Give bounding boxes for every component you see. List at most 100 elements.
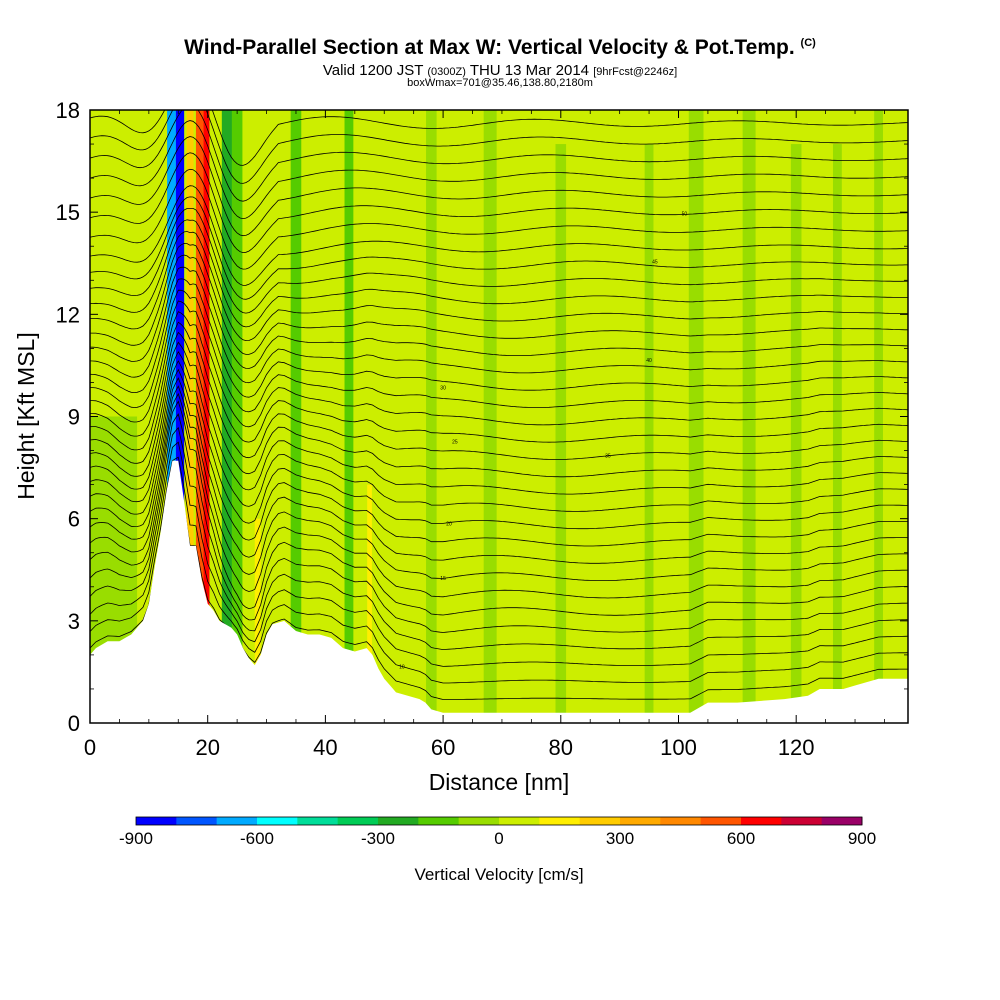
copyright-mark: (C): [800, 37, 816, 49]
x-axis-label: Distance [nm]: [429, 769, 570, 795]
contour-label: 50: [682, 212, 688, 218]
theta-contour: [90, 392, 908, 599]
colorbar-segment: [539, 817, 581, 825]
valid-date: THU 13 Mar 2014: [469, 62, 590, 79]
theta-contour: [90, 136, 908, 237]
w-feature: [832, 144, 842, 723]
colorbar-segment: [781, 817, 823, 825]
colorbar-segment: [216, 817, 258, 825]
theta-contour: [90, 242, 908, 355]
colorbar-tick-label: -300: [361, 829, 395, 848]
w-feature: [426, 110, 437, 723]
theta-contour: [90, 441, 908, 667]
theta-contour: [90, 208, 908, 314]
w-feature: [483, 110, 497, 723]
theta-contour: [90, 311, 908, 443]
colorbar-segment: [418, 817, 460, 825]
contour-label: 20: [446, 521, 452, 527]
contour-label: 10: [399, 665, 405, 671]
theta-contour: [90, 400, 908, 616]
theta-contour: [90, 331, 908, 478]
valid-prefix: Valid 1200 JST: [322, 62, 424, 79]
contour-label: 30: [440, 385, 446, 391]
theta-contour: [90, 377, 908, 564]
axes: 0 20 40 60 80 100 120 0 3 6 9 12 15 18: [56, 98, 908, 760]
colorbar-segment: [579, 817, 621, 825]
theta-contour: [90, 341, 908, 495]
theta-contour: [90, 110, 908, 166]
colorbar-tick-label: 300: [606, 829, 634, 848]
box-info: boxWmax=701@35.46,138.80,2180m: [407, 77, 593, 89]
colorbar-segment: [700, 817, 742, 825]
x-tick-label: 80: [549, 735, 573, 760]
contour-label: 35: [605, 453, 611, 459]
theta-contour: [90, 350, 908, 512]
colorbar-tick-label: 600: [727, 829, 755, 848]
plot-area: 10 15 20 25 30 35 40 45 50: [90, 110, 908, 723]
y-tick-label: 9: [68, 405, 80, 430]
colorbar-label: Vertical Velocity [cm/s]: [414, 865, 583, 884]
theta-contour: [90, 196, 908, 300]
theta-contour: [90, 254, 908, 369]
theta-contour: [90, 219, 908, 328]
colorbar-tick-label: 0: [494, 829, 503, 848]
theta-contour: [90, 231, 908, 342]
y-tick-label: 18: [56, 98, 80, 123]
y-tick-label: 12: [56, 302, 80, 327]
colorbar-frame: [135, 816, 863, 826]
theta-contour: [90, 266, 908, 384]
theta-contour: [90, 321, 908, 460]
valid-utc: (0300Z): [427, 66, 466, 78]
theta-contour: [90, 110, 908, 184]
w-feature: [290, 110, 302, 723]
contour-label: 40: [646, 358, 652, 364]
colorbar-segment: [136, 817, 177, 825]
colorbar-segment: [458, 817, 500, 825]
theta-contour: [90, 300, 908, 428]
w-feature: [231, 110, 243, 723]
x-tick-label: 100: [660, 735, 697, 760]
y-tick-label: 0: [68, 711, 80, 736]
colorbar-segment: [821, 817, 863, 825]
colorbar-tick-label: -900: [119, 829, 153, 848]
theta-contour: [90, 185, 908, 286]
theta-contour: [90, 168, 908, 270]
colorbar-segment: [499, 817, 540, 825]
y-tick-label: 3: [68, 609, 80, 634]
forecast-info: [9hrFcst@2246z]: [593, 66, 678, 78]
w-feature: [344, 110, 354, 723]
x-tick-label: 20: [195, 735, 219, 760]
colorbar-segment: [378, 817, 419, 825]
contour-label: 45: [652, 259, 658, 265]
theta-contour: [90, 360, 908, 530]
colorbar-segment: [660, 817, 702, 825]
valid-time-line: Valid 1200 JST (0300Z) THU 13 Mar 2014 […: [0, 62, 1000, 79]
chart-title: Wind-Parallel Section at Max W: Vertical…: [0, 36, 1000, 60]
x-tick-label: 120: [778, 735, 815, 760]
contour-label: 25: [452, 440, 458, 446]
colorbar-segment: [620, 817, 661, 825]
theta-contour: [90, 152, 908, 254]
w-feature: [367, 484, 372, 723]
w-feature: [874, 110, 883, 723]
terrain: [90, 460, 908, 723]
y-tick-label: 15: [56, 200, 80, 225]
w-feature: [186, 110, 194, 723]
w-feature: [254, 518, 261, 723]
w-feature: [195, 110, 206, 723]
colorbar-segment: [337, 817, 379, 825]
colorbar-segment: [176, 817, 218, 825]
w-feature: [688, 110, 704, 723]
theta-contour: [90, 456, 908, 684]
y-axis-label: Height [Kft MSL]: [13, 332, 39, 499]
w-feature: [644, 144, 654, 723]
colorbar-tick-label: 900: [848, 829, 876, 848]
theta-contour: [90, 278, 908, 398]
theta-contour: [90, 413, 908, 633]
x-tick-label: 60: [431, 735, 455, 760]
chart-title-text: Wind-Parallel Section at Max W: Vertical…: [184, 36, 795, 59]
theta-contour: [90, 426, 908, 651]
w-feature: [555, 144, 567, 723]
w-feature: [175, 110, 185, 723]
